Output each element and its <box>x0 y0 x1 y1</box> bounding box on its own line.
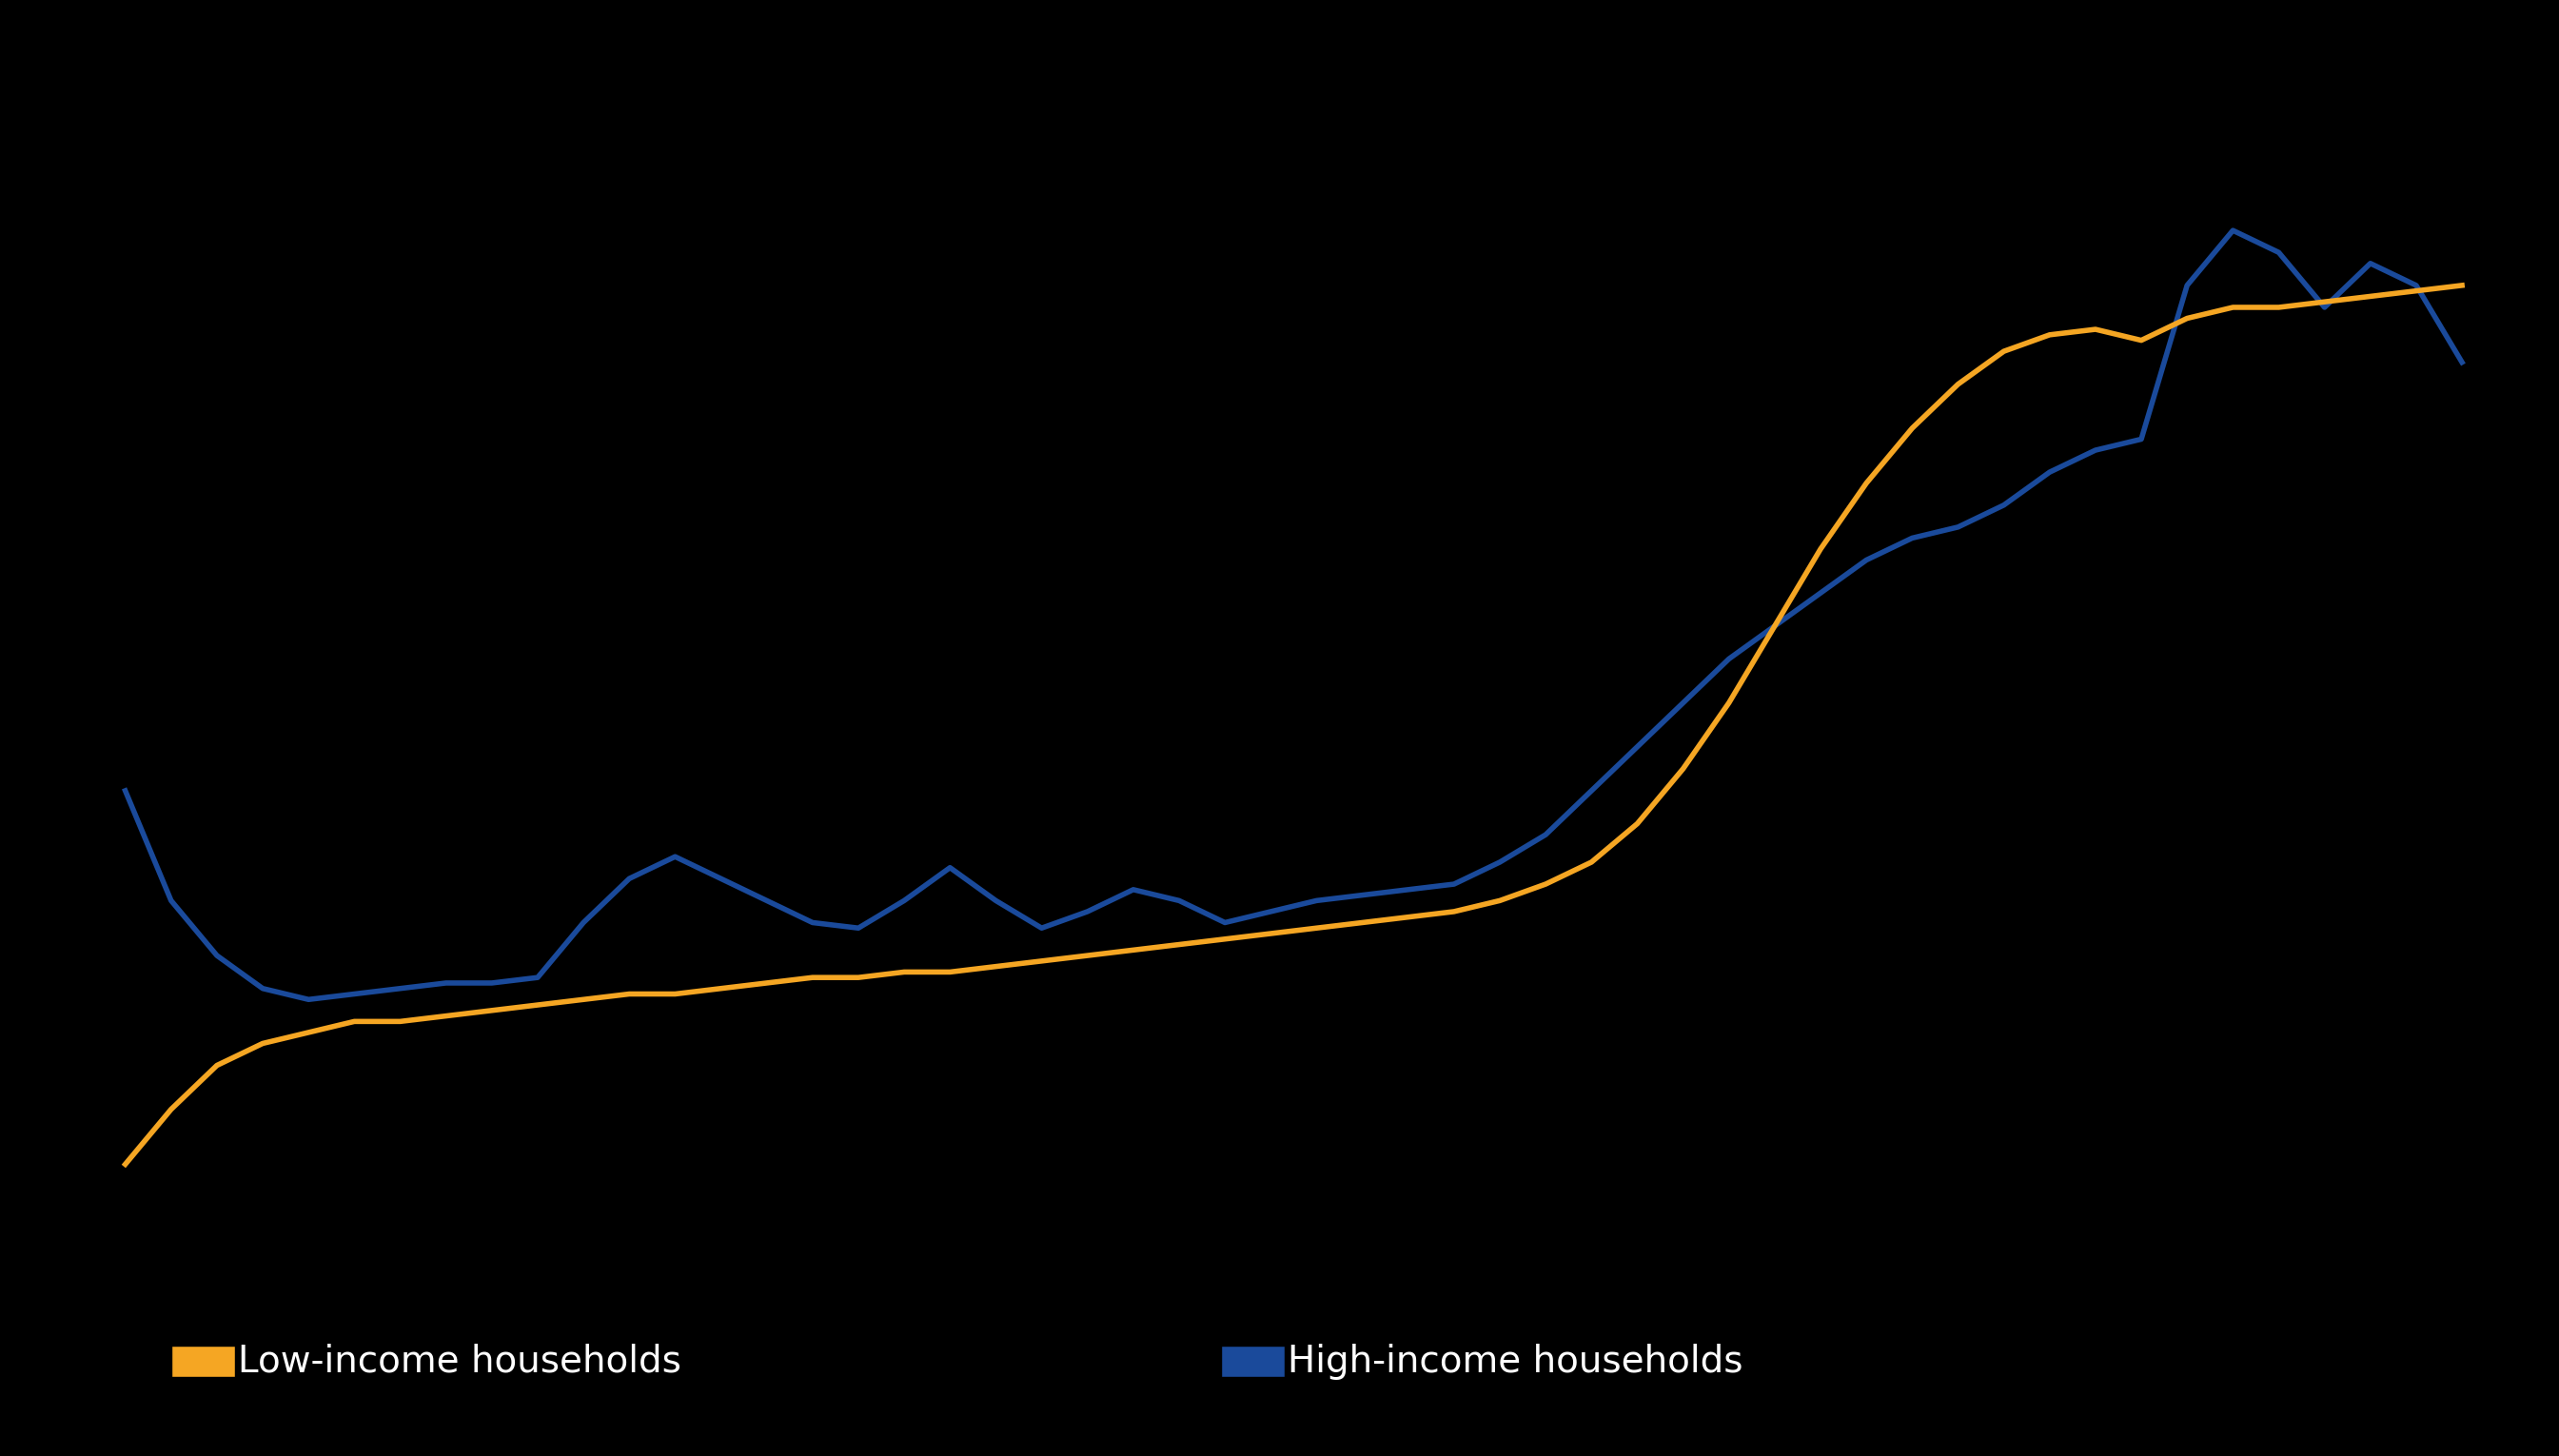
Text: Low-income households: Low-income households <box>179 1344 681 1379</box>
Text: High-income households: High-income households <box>1228 1344 1743 1379</box>
